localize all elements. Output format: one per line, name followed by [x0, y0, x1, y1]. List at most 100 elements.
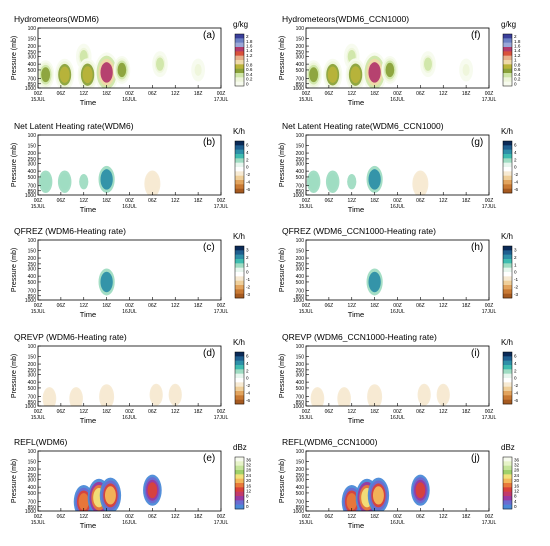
y-tick-label-a-1: 150 [28, 37, 37, 43]
y-tick-label-c-1: 150 [28, 249, 37, 255]
colorbar-swatch-e-7 [235, 487, 244, 492]
y-tick-label-a-5: 400 [28, 62, 37, 68]
colorbar-swatch-e-11 [235, 504, 244, 510]
colorbar-swatch-i-0 [503, 352, 512, 357]
colorbar-swatch-e-2 [235, 465, 244, 471]
y-tick-label-g-0: 100 [296, 133, 305, 139]
colorbar-tick-i-0: 6 [514, 353, 517, 358]
colorbar-swatch-j-7 [503, 487, 512, 492]
colorbar-swatch-c-4 [235, 263, 244, 268]
x-tick-label-j-7: 18Z [462, 514, 471, 520]
colorbar-tick-h-2: 1 [514, 262, 517, 267]
x-tick-label-b-8: 00Z [217, 198, 226, 204]
colorbar-swatch-g-5 [503, 162, 512, 168]
colorbar-units-d: K/h [233, 338, 245, 347]
colorbar-tick-a-10: 0 [246, 81, 249, 86]
x-tick-label-h-5: 06Z [416, 303, 425, 309]
colorbar-tick-d-2: 2 [246, 368, 249, 373]
y-tick-label-i-3: 250 [296, 368, 305, 374]
x-tick-label-j-2: 12Z [347, 514, 356, 520]
plot-frame-d [37, 345, 222, 407]
y-tick-label-g-1: 150 [296, 144, 305, 150]
colorbar-swatch-d-10 [235, 395, 244, 400]
x-tick-label-g-7: 18Z [462, 198, 471, 204]
colorbar-tick-a-6: 0.8 [246, 62, 253, 67]
colorbar-tick-a-2: 1.6 [246, 44, 253, 49]
x-tick-label-i-5: 06Z [416, 409, 425, 415]
colorbar-swatch-b-11 [235, 188, 244, 194]
x-tick-label-j-6: 12Z [439, 514, 448, 520]
y-tick-label-c-8: 850 [28, 294, 37, 300]
colorbar-tick-j-5: 16 [514, 483, 520, 488]
x-date-label-f-0: 15JUL [299, 97, 314, 103]
blob-a-7-layer-1 [194, 64, 202, 76]
panel-letter-j: (j) [471, 453, 480, 464]
y-tick-label-b-8: 850 [28, 189, 37, 195]
blob-f-7-layer-1 [462, 64, 470, 76]
colorbar-units-j: dBz [501, 443, 515, 452]
y-tick-label-c-6: 500 [28, 280, 37, 286]
x-tick-label-b-2: 12Z [79, 198, 88, 204]
colorbar-tick-e-1: 32 [246, 463, 252, 468]
y-tick-label-c-0: 100 [28, 238, 37, 244]
blob-h-2-layer-1 [368, 271, 381, 293]
x-tick-label-j-0: 00Z [302, 514, 311, 520]
colorbar-tick-h-1: 2 [514, 255, 517, 260]
x-tick-label-e-0: 00Z [34, 514, 43, 520]
y-axis-label-a: Pressure (mb) [11, 36, 18, 80]
colorbar-units-a: g/kg [233, 20, 248, 29]
colorbar-swatch-f-0 [503, 34, 512, 39]
y-axis-label-f: Pressure (mb) [279, 36, 286, 80]
blob-b-2-layer-1 [79, 174, 89, 190]
x-tick-label-c-0: 00Z [34, 303, 43, 309]
x-tick-label-g-1: 06Z [325, 198, 334, 204]
blob-c-2-layer-1 [100, 271, 113, 293]
x-tick-label-c-3: 18Z [102, 303, 111, 309]
colorbar-swatch-c-3 [235, 259, 244, 264]
colorbar-swatch-f-11 [503, 81, 512, 87]
y-tick-label-h-7: 700 [296, 289, 305, 295]
y-tick-label-d-5: 400 [28, 380, 37, 386]
colorbar-tick-b-6: -6 [246, 187, 251, 192]
x-tick-label-e-6: 12Z [171, 514, 180, 520]
x-tick-label-i-1: 06Z [325, 409, 334, 415]
x-date-label-a-0: 15JUL [31, 97, 46, 103]
colorbar-swatch-h-5 [503, 267, 512, 273]
blob-h-1-layer-1 [347, 275, 356, 289]
colorbar-tick-j-8: 4 [514, 499, 517, 504]
colorbar-tick-b-5: -4 [246, 180, 251, 185]
x-date-label-i-2: 17JUL [482, 415, 497, 421]
x-tick-label-h-1: 06Z [325, 303, 334, 309]
blob-b-4-layer-1 [148, 176, 157, 191]
y-tick-label-d-2: 200 [28, 362, 37, 368]
y-tick-label-d-0: 100 [28, 344, 37, 350]
panel-letter-c: (c) [203, 242, 215, 253]
x-tick-label-c-2: 12Z [79, 303, 88, 309]
y-tick-label-e-2: 200 [28, 467, 37, 473]
x-tick-label-i-2: 12Z [347, 409, 356, 415]
x-date-label-c-2: 17JUL [214, 309, 229, 315]
x-axis-label-a: Time [80, 98, 96, 107]
x-tick-label-a-7: 18Z [194, 91, 203, 97]
x-date-label-d-1: 16JUL [122, 415, 137, 421]
y-tick-label-a-6: 500 [28, 68, 37, 74]
blob-g-0-layer-1 [308, 173, 319, 191]
blob-i-4-layer-1 [439, 389, 447, 401]
colorbar-swatch-b-2 [235, 149, 244, 155]
blob-i-1-layer-1 [340, 392, 348, 405]
y-tick-label-d-6: 500 [28, 386, 37, 392]
y-tick-label-j-7: 700 [296, 500, 305, 506]
blob-a-1-layer-1 [59, 66, 70, 83]
x-tick-label-e-3: 18Z [102, 514, 111, 520]
x-date-label-h-2: 17JUL [482, 309, 497, 315]
x-tick-label-f-0: 00Z [302, 91, 311, 97]
y-tick-label-j-0: 100 [296, 449, 305, 455]
x-tick-label-g-4: 00Z [393, 198, 402, 204]
colorbar-tick-d-1: 4 [246, 361, 249, 366]
y-tick-label-g-9: 1000 [293, 193, 304, 199]
panel-a: Hydrometeors(WDM6) (a) 100 1502002503004005… [11, 14, 253, 107]
blob-f-0-layer-1 [309, 67, 319, 83]
y-tick-label-i-5: 400 [296, 380, 305, 386]
colorbar-tick-f-2: 1.6 [514, 44, 521, 49]
colorbar-units-c: K/h [233, 232, 245, 241]
